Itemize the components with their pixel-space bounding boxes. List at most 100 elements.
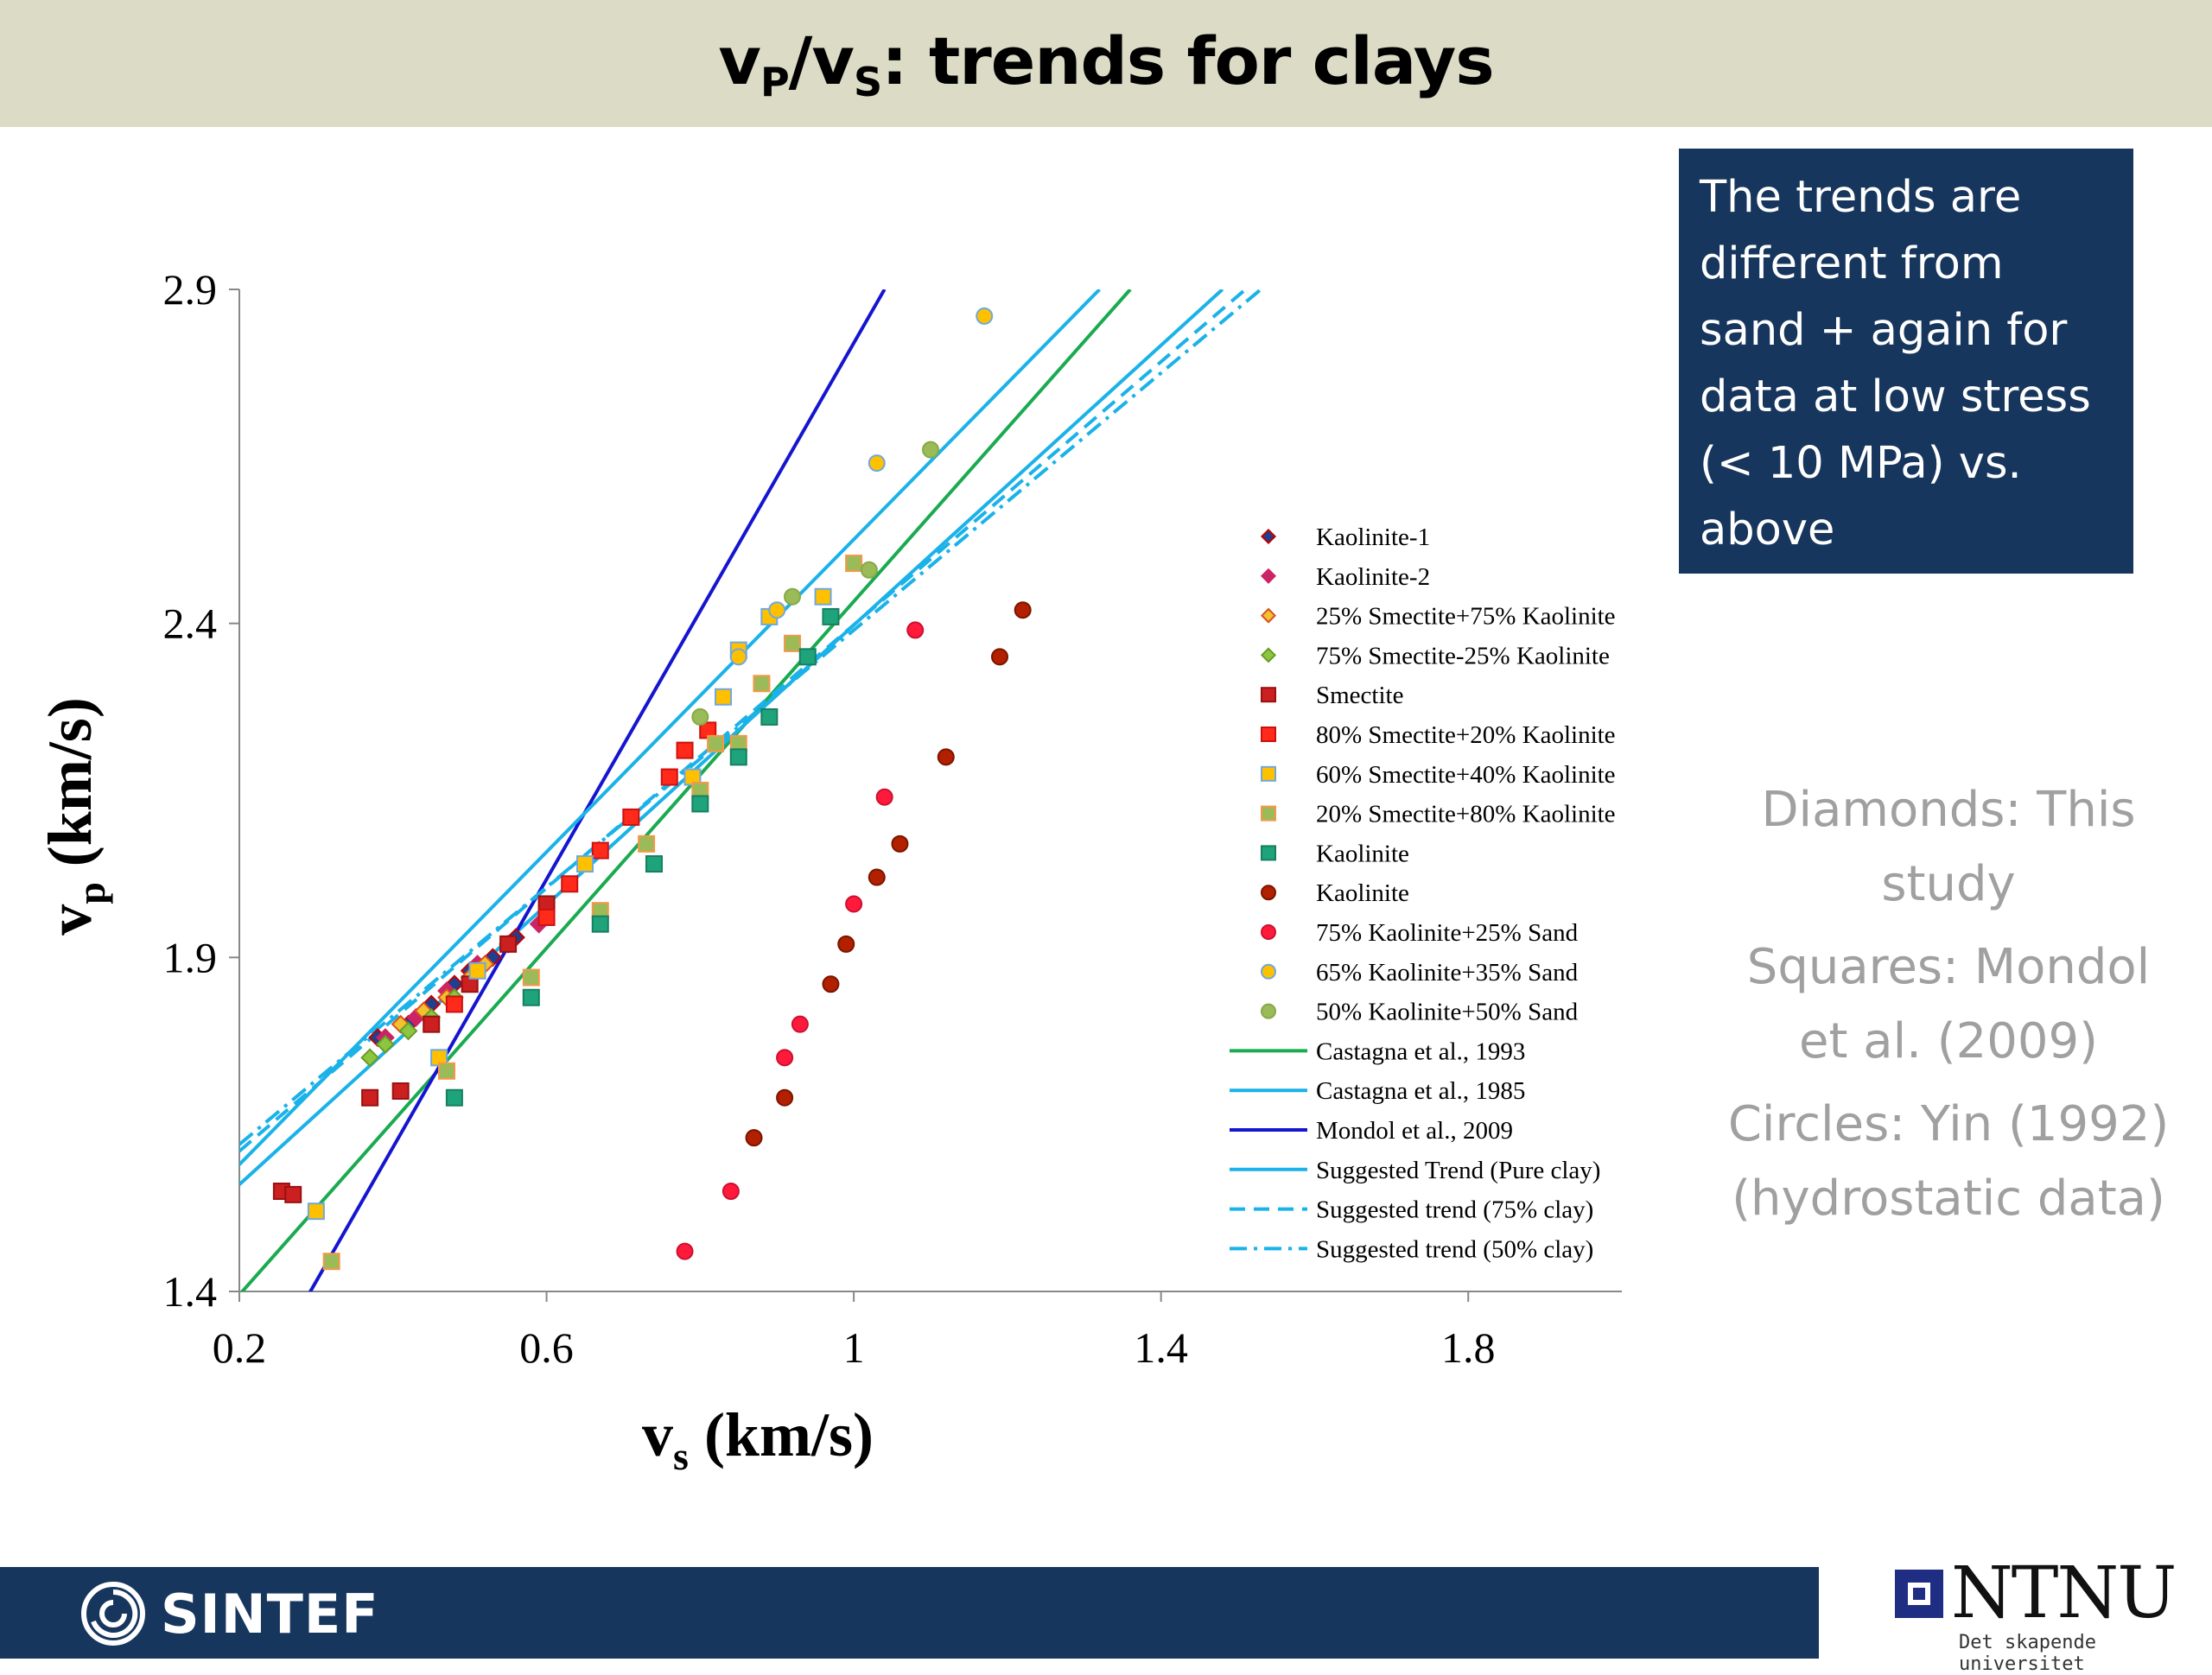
data-point <box>445 995 463 1013</box>
trend-line <box>239 289 1262 1146</box>
data-point <box>591 841 609 860</box>
title-bar: vP/vS: trends for clays <box>0 0 2212 127</box>
data-point <box>798 648 817 666</box>
trend-line <box>239 289 1101 1166</box>
data-point <box>776 1088 794 1107</box>
footer-bar <box>0 1567 1819 1659</box>
data-point <box>745 1129 763 1147</box>
data-point <box>676 741 694 759</box>
data-point <box>360 1048 380 1068</box>
data-point <box>645 855 663 873</box>
x-tick-label: 0.2 <box>213 1323 267 1372</box>
legend-label: 60% Smectite+40% Kaolinite <box>1316 761 1616 789</box>
data-point <box>576 855 594 873</box>
data-point <box>845 555 863 573</box>
data-point <box>707 734 725 752</box>
legend-marker <box>1261 805 1276 822</box>
data-point <box>760 707 779 726</box>
slide-title: vP/vS: trends for clays <box>718 22 1494 105</box>
y-tick-label: 2.9 <box>163 265 218 314</box>
ntnu-logo: NTNU Det skapende universitet <box>1892 1552 2212 1675</box>
trend-line <box>239 289 1132 1291</box>
data-point <box>499 935 518 953</box>
trend-line <box>308 289 887 1291</box>
legend-label: Kaolinite-1 <box>1316 523 1430 551</box>
legend-marker <box>1261 687 1276 703</box>
data-point <box>814 587 832 606</box>
legend-marker <box>1260 647 1277 663</box>
legend-marker <box>1261 1003 1276 1019</box>
data-point <box>922 441 939 459</box>
trend-note-box: The trends are different from sand + aga… <box>1679 149 2133 574</box>
data-point <box>729 748 747 766</box>
legend-label: Kaolinite <box>1316 879 1409 907</box>
legend-marker <box>1260 528 1277 545</box>
legend-label: 25% Smectite+75% Kaolinite <box>1316 603 1616 631</box>
data-point <box>837 935 855 953</box>
data-point <box>906 621 925 639</box>
legend-marker <box>1261 924 1276 940</box>
y-tick-label: 2.4 <box>163 600 218 648</box>
data-point <box>522 968 540 987</box>
y-tick-label: 1.4 <box>163 1267 218 1316</box>
x-tick-label: 1 <box>843 1323 865 1372</box>
legend-label: 50% Kaolinite+50% Sand <box>1316 999 1579 1026</box>
legend-label: Kaolinite <box>1316 840 1409 867</box>
legend-marker <box>1261 885 1276 901</box>
title-sub-p: P <box>760 58 790 105</box>
legend-label: Suggested Trend (Pure clay) <box>1316 1157 1600 1184</box>
data-point <box>875 788 893 806</box>
data-point <box>398 1021 418 1041</box>
data-point <box>976 307 994 325</box>
data-point <box>822 607 840 625</box>
legend-label: Suggested trend (75% clay) <box>1316 1196 1593 1224</box>
data-point <box>991 648 1008 666</box>
data-point <box>522 988 540 1006</box>
data-point <box>468 961 486 980</box>
data-point <box>891 834 909 853</box>
data-point <box>307 1202 325 1221</box>
data-point <box>638 834 656 853</box>
legend-label: Kaolinite-2 <box>1316 563 1430 591</box>
data-point <box>784 634 801 652</box>
data-point <box>361 1088 379 1107</box>
sintef-logo: SINTEF <box>79 1579 379 1648</box>
vp-vs-chart: 1.4 1.9 2.4 2.9 0.2 0.6 1 1.4 1.8 vs (km/s) vp (km… <box>35 265 1622 1478</box>
legend-label: Smectite <box>1316 682 1403 709</box>
data-point <box>691 707 709 726</box>
title-rest: : trends for clays <box>881 22 1494 99</box>
legend-label: 65% Kaolinite+35% Sand <box>1316 959 1579 987</box>
legend-marker <box>1260 607 1277 624</box>
legend-label: 75% Smectite-25% Kaolinite <box>1316 642 1610 669</box>
data-point <box>729 648 747 666</box>
legend-label: Suggested trend (50% clay) <box>1316 1235 1593 1263</box>
legend-label: Castagna et al., 1993 <box>1316 1037 1525 1065</box>
ntnu-tagline: Det skapende universitet <box>1959 1632 2096 1675</box>
data-point <box>868 868 886 886</box>
x-tick-label: 1.4 <box>1134 1323 1188 1372</box>
data-point <box>768 601 786 619</box>
legend-marker <box>1261 845 1276 861</box>
legend-label: 20% Smectite+80% Kaolinite <box>1316 801 1616 828</box>
squares-note: Squares: Mondol et al. (2009) <box>1746 939 2151 1069</box>
data-point <box>284 1185 302 1203</box>
y-axis-title: vp (km/s) <box>35 697 113 936</box>
sintef-wordmark: SINTEF <box>161 1582 379 1646</box>
data-point <box>438 1062 455 1080</box>
sintef-swirl-icon <box>81 1582 145 1646</box>
legend-label: Mondol et al., 2009 <box>1316 1117 1513 1145</box>
legend-marker <box>1261 963 1276 980</box>
data-point <box>721 1183 740 1200</box>
title-slash-v: /v <box>788 22 855 99</box>
legend-label: Castagna et al., 1985 <box>1316 1077 1525 1105</box>
data-point <box>561 875 579 893</box>
data-point <box>784 587 801 606</box>
data-point <box>375 1034 395 1054</box>
legend-marker <box>1261 726 1276 742</box>
data-point <box>822 975 840 993</box>
legend-marker <box>1261 765 1276 782</box>
symbol-key-note: Diamonds: This study Squares: Mondol et … <box>1719 773 2177 1245</box>
data-point <box>776 1049 794 1067</box>
legend-marker <box>1260 568 1277 584</box>
legend-label: 75% Kaolinite+25% Sand <box>1316 919 1579 947</box>
